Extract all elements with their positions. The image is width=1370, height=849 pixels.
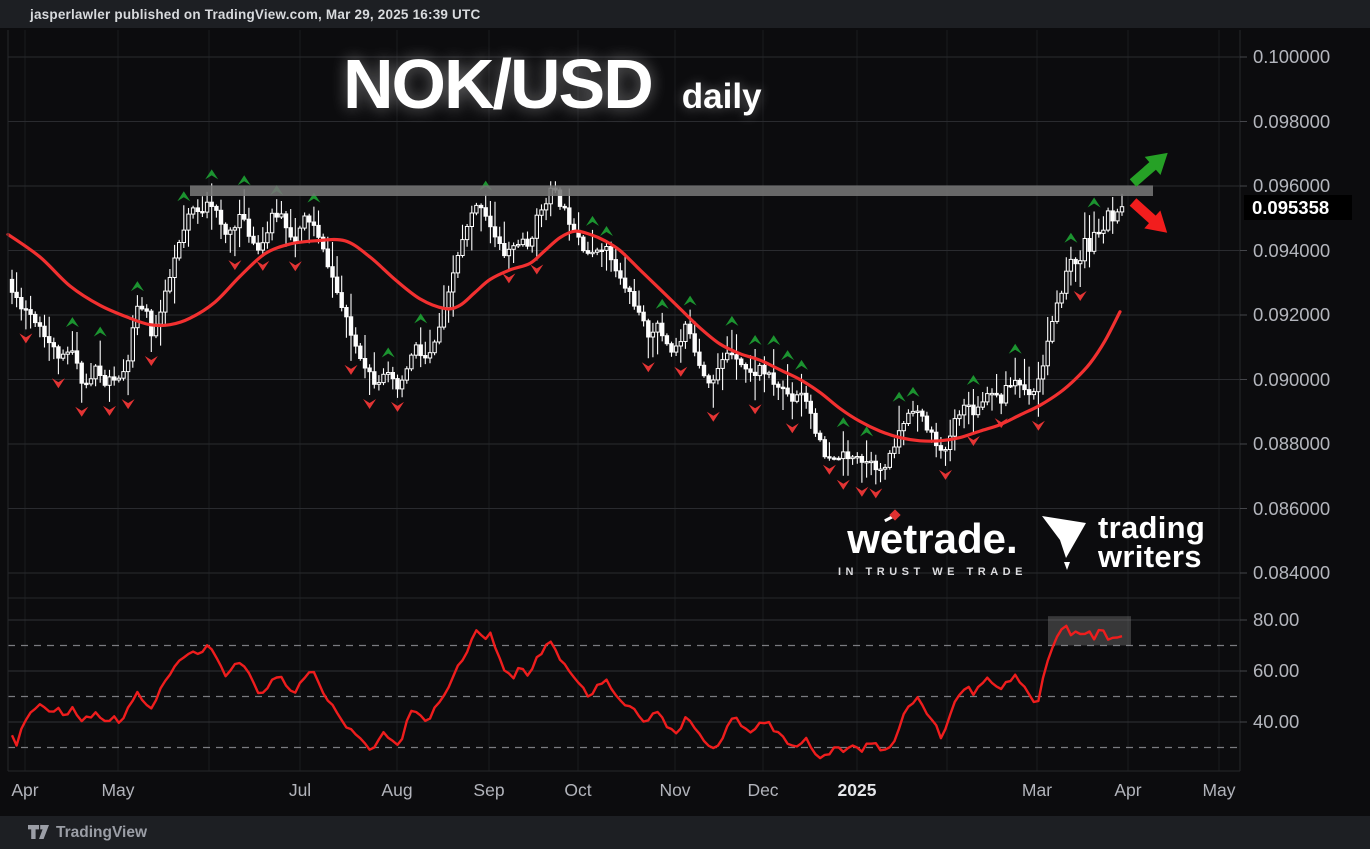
last-price-tag: 0.095358 [1244, 195, 1352, 220]
time-axis-label: Sep [473, 780, 505, 800]
time-axis-label: May [1202, 780, 1236, 800]
time-axis-label: May [101, 780, 135, 800]
moving-average-line [6, 229, 1122, 443]
time-axis-label: Aug [381, 780, 413, 800]
price-axis-label: 0.090000 [1253, 368, 1331, 390]
publish-header-bar: jasperlawler published on TradingView.co… [0, 0, 1370, 28]
time-axis-label: Apr [1114, 780, 1142, 800]
fractal-markers [19, 169, 1101, 499]
publish-attribution-text: jasperlawler published on TradingView.co… [30, 6, 481, 22]
time-axis-label: Mar [1021, 780, 1053, 800]
price-axis-label: 0.086000 [1253, 497, 1331, 519]
gridlines [8, 30, 1240, 771]
time-axis-label: Dec [747, 780, 779, 800]
time-axis-label: Jul [288, 780, 312, 800]
price-axis-label: 0.092000 [1253, 304, 1331, 325]
pane-borders [7, 30, 1247, 772]
price-axis-label: 0.098000 [1253, 110, 1331, 132]
price-axis-label: 0.088000 [1253, 433, 1331, 454]
time-axis-label: Apr [11, 780, 39, 800]
time-axis-label: 2025 [837, 780, 877, 800]
price-axis-label: 0.094000 [1253, 239, 1331, 261]
bearish-arrow [1129, 198, 1168, 233]
resistance-zone [190, 185, 1153, 196]
tradingview-brand-text[interactable]: TradingView [56, 823, 148, 841]
time-axis-label: Oct [564, 780, 592, 800]
rsi-axis-label: 80.00 [1253, 609, 1300, 630]
rsi-line [10, 624, 1123, 760]
time-axis-label: Nov [659, 780, 691, 800]
rsi-axis-label: 60.00 [1253, 660, 1300, 681]
tradingview-footer-bar: TradingView [0, 816, 1370, 849]
price-axis-label: 0.100000 [1253, 46, 1331, 67]
tradingview-logo-icon[interactable] [28, 825, 49, 840]
bullish-arrow [1129, 152, 1168, 187]
price-axis-label: 0.096000 [1253, 175, 1331, 196]
price-axis-label: 0.084000 [1253, 562, 1331, 583]
rsi-axis-label: 40.00 [1253, 711, 1300, 732]
